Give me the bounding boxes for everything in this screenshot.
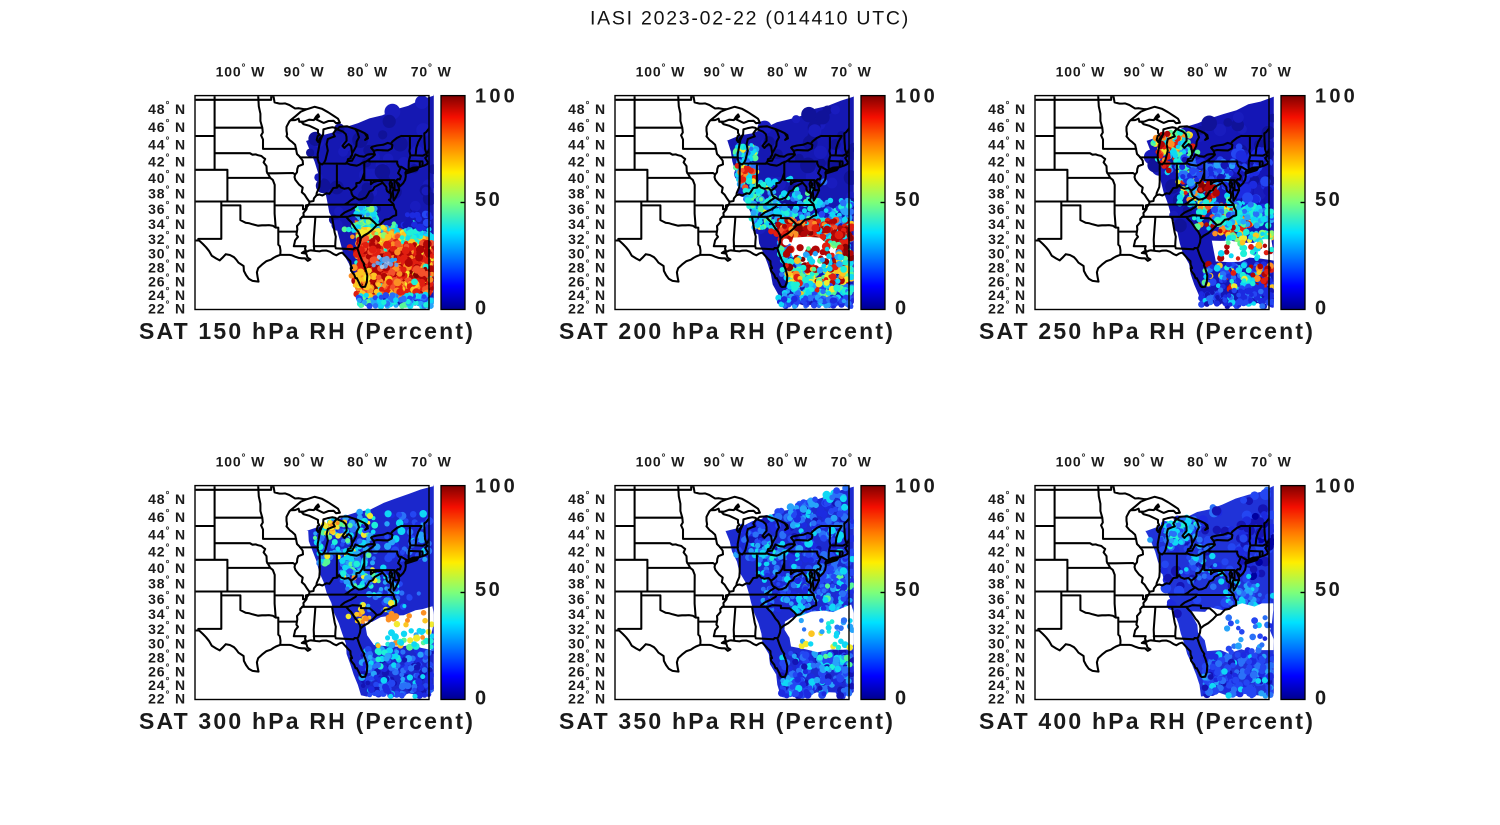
svg-text:24° N: 24° N: [148, 676, 186, 693]
svg-text:26° N: 26° N: [988, 272, 1026, 289]
svg-text:24° N: 24° N: [568, 286, 606, 303]
svg-text:90° W: 90° W: [284, 453, 325, 470]
svg-text:80° W: 80° W: [1187, 63, 1228, 80]
svg-text:0: 0: [475, 687, 489, 709]
svg-text:36° N: 36° N: [148, 590, 186, 607]
svg-text:22° N: 22° N: [568, 299, 606, 316]
svg-text:0: 0: [895, 297, 909, 319]
svg-text:SAT 150 hPa RH (Percent): SAT 150 hPa RH (Percent): [139, 318, 475, 344]
svg-text:50: 50: [475, 189, 502, 211]
svg-text:28° N: 28° N: [148, 258, 186, 275]
svg-text:0: 0: [475, 297, 489, 319]
svg-text:28° N: 28° N: [988, 258, 1026, 275]
svg-text:48° N: 48° N: [568, 100, 606, 117]
svg-text:40° N: 40° N: [988, 169, 1026, 186]
svg-text:46° N: 46° N: [988, 118, 1026, 135]
svg-text:50: 50: [1315, 189, 1342, 211]
svg-text:32° N: 32° N: [148, 230, 186, 247]
svg-text:38° N: 38° N: [568, 185, 606, 202]
svg-text:42° N: 42° N: [988, 153, 1026, 170]
svg-text:90° W: 90° W: [1124, 63, 1165, 80]
svg-text:100° W: 100° W: [1056, 63, 1106, 80]
svg-text:42° N: 42° N: [148, 543, 186, 560]
svg-text:70° W: 70° W: [411, 453, 452, 470]
svg-text:34° N: 34° N: [568, 215, 606, 232]
svg-text:IASI 2023-02-22 (014410 UTC): IASI 2023-02-22 (014410 UTC): [590, 8, 910, 30]
svg-text:34° N: 34° N: [148, 605, 186, 622]
svg-text:SAT 250 hPa RH (Percent): SAT 250 hPa RH (Percent): [979, 318, 1315, 344]
svg-text:50: 50: [895, 189, 922, 211]
svg-text:100° W: 100° W: [216, 453, 266, 470]
svg-text:36° N: 36° N: [988, 200, 1026, 217]
svg-text:46° N: 46° N: [568, 118, 606, 135]
svg-text:80° W: 80° W: [347, 453, 388, 470]
svg-text:44° N: 44° N: [148, 526, 186, 543]
svg-text:70° W: 70° W: [831, 63, 872, 80]
svg-text:100: 100: [1315, 85, 1358, 107]
svg-text:100: 100: [475, 85, 518, 107]
svg-text:40° N: 40° N: [148, 169, 186, 186]
svg-text:22° N: 22° N: [988, 299, 1026, 316]
svg-text:40° N: 40° N: [148, 559, 186, 576]
svg-text:80° W: 80° W: [767, 63, 808, 80]
svg-text:100: 100: [475, 475, 518, 497]
svg-text:48° N: 48° N: [148, 100, 186, 117]
svg-text:100: 100: [895, 85, 938, 107]
svg-text:44° N: 44° N: [148, 136, 186, 153]
svg-text:42° N: 42° N: [148, 153, 186, 170]
svg-text:30° N: 30° N: [988, 244, 1026, 261]
svg-text:24° N: 24° N: [148, 286, 186, 303]
svg-text:70° W: 70° W: [411, 63, 452, 80]
svg-text:70° W: 70° W: [1251, 63, 1292, 80]
svg-text:38° N: 38° N: [148, 185, 186, 202]
svg-text:30° N: 30° N: [568, 244, 606, 261]
svg-text:26° N: 26° N: [148, 662, 186, 679]
svg-text:80° W: 80° W: [347, 63, 388, 80]
svg-text:28° N: 28° N: [148, 648, 186, 665]
svg-text:100° W: 100° W: [216, 63, 266, 80]
svg-text:42° N: 42° N: [568, 153, 606, 170]
svg-text:44° N: 44° N: [568, 136, 606, 153]
svg-text:32° N: 32° N: [568, 230, 606, 247]
svg-text:44° N: 44° N: [988, 136, 1026, 153]
svg-text:22° N: 22° N: [148, 689, 186, 706]
svg-text:90° W: 90° W: [704, 63, 745, 80]
svg-text:46° N: 46° N: [148, 508, 186, 525]
svg-text:30° N: 30° N: [148, 244, 186, 261]
svg-text:0: 0: [1315, 297, 1329, 319]
svg-text:46° N: 46° N: [148, 118, 186, 135]
svg-text:48° N: 48° N: [148, 490, 186, 507]
svg-text:30° N: 30° N: [148, 634, 186, 651]
svg-text:50: 50: [475, 579, 502, 601]
svg-text:SAT 300 hPa RH (Percent): SAT 300 hPa RH (Percent): [139, 708, 475, 734]
svg-text:100° W: 100° W: [636, 63, 686, 80]
svg-text:26° N: 26° N: [568, 272, 606, 289]
svg-text:34° N: 34° N: [148, 215, 186, 232]
svg-text:38° N: 38° N: [148, 575, 186, 592]
svg-text:32° N: 32° N: [988, 230, 1026, 247]
svg-text:40° N: 40° N: [568, 169, 606, 186]
svg-text:SAT 200 hPa RH (Percent): SAT 200 hPa RH (Percent): [559, 318, 895, 344]
svg-text:28° N: 28° N: [568, 258, 606, 275]
svg-text:36° N: 36° N: [148, 200, 186, 217]
svg-text:90° W: 90° W: [284, 63, 325, 80]
svg-text:22° N: 22° N: [148, 299, 186, 316]
svg-text:36° N: 36° N: [568, 200, 606, 217]
svg-text:24° N: 24° N: [988, 286, 1026, 303]
svg-text:48° N: 48° N: [988, 100, 1026, 117]
svg-text:34° N: 34° N: [988, 215, 1026, 232]
svg-text:32° N: 32° N: [148, 620, 186, 637]
svg-text:26° N: 26° N: [148, 272, 186, 289]
svg-text:38° N: 38° N: [988, 185, 1026, 202]
